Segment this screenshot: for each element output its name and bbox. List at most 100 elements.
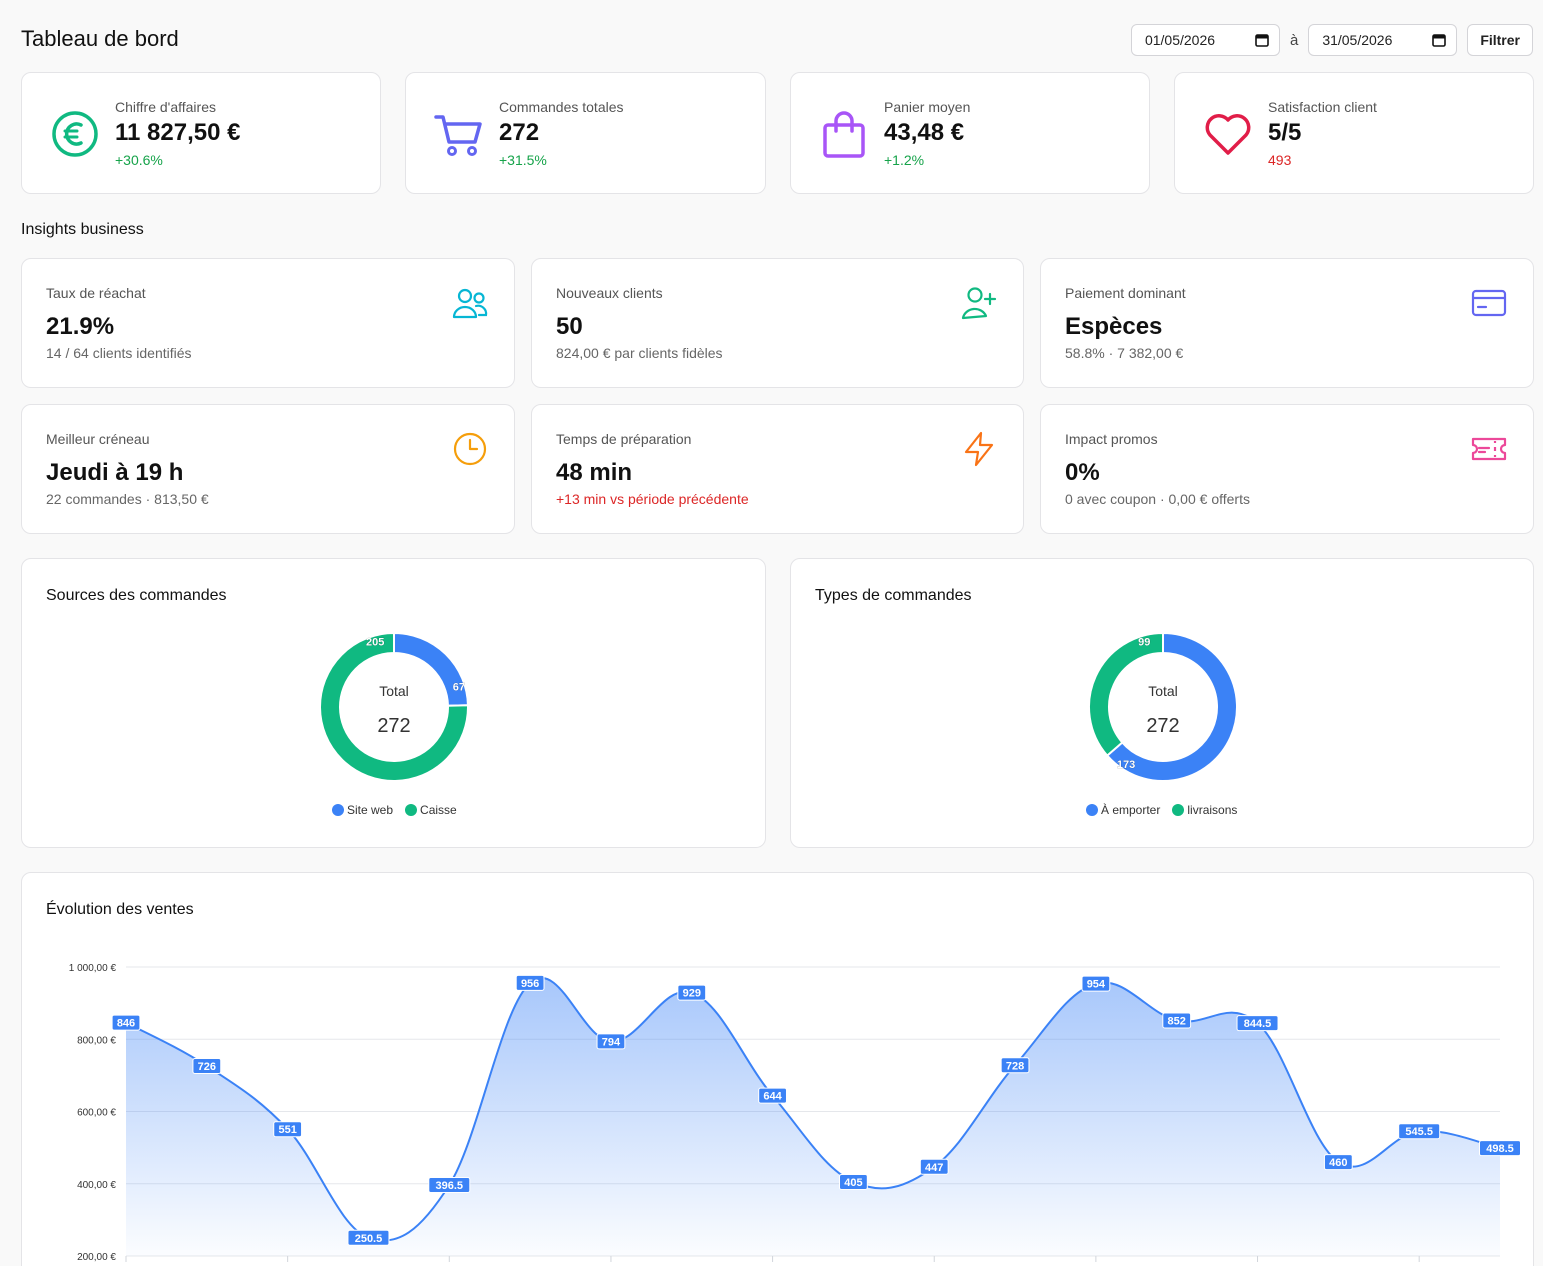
date-from-value: 01/05/2026 <box>1144 32 1216 48</box>
data-label-bg <box>758 1087 787 1104</box>
donut-center-label: Total <box>1148 683 1178 699</box>
legend-swatch <box>1086 804 1098 816</box>
data-label-text: 545.5 <box>1405 1126 1433 1138</box>
data-label-text: 852 <box>1168 1015 1186 1027</box>
data-label: 852 <box>1162 1012 1192 1029</box>
insight-value: 21.9% <box>46 313 115 340</box>
donut-slice[interactable] <box>1088 631 1164 757</box>
data-label: 405 <box>839 1173 868 1190</box>
donut-slice[interactable] <box>319 631 469 782</box>
insight-sub: 824,00 € par clients fidèles <box>556 345 723 361</box>
date-separator: à <box>1289 31 1299 49</box>
insight-value: 50 <box>556 313 583 340</box>
insight-card-repurchase: Taux de réachat 21.9% 14 / 64 clients id… <box>21 258 515 388</box>
kpi-label: Chiffre d'affaires <box>115 99 216 115</box>
slice-value-label: 99 <box>1138 637 1150 649</box>
insight-card-prep-time: Temps de préparation 48 min +13 min vs p… <box>531 404 1024 534</box>
date-to-input[interactable]: 31/05/2026 <box>1308 24 1458 56</box>
data-label-text: 460 <box>1329 1157 1347 1169</box>
data-label-bg <box>1000 1057 1030 1074</box>
calendar-icon[interactable] <box>1255 33 1269 47</box>
area-fill <box>126 977 1500 1256</box>
lightning-icon <box>964 431 994 467</box>
kpi-value: 11 827,50 € <box>115 119 241 146</box>
data-label: 460 <box>1323 1154 1353 1171</box>
y-tick-label: 600,00 € <box>77 1108 116 1119</box>
euro-icon <box>52 111 98 157</box>
data-label-text: 728 <box>1006 1060 1024 1072</box>
legend-label: livraisons <box>1187 803 1238 817</box>
users-icon <box>452 288 488 319</box>
kpi-card-basket: Panier moyen 43,48 € +1.2% <box>790 72 1150 194</box>
date-from-input[interactable]: 01/05/2026 <box>1130 24 1280 56</box>
data-label-bg <box>677 984 707 1001</box>
data-label-bg <box>192 1057 222 1074</box>
data-label-bg <box>1479 1140 1521 1157</box>
data-label-text: 250.5 <box>355 1233 383 1245</box>
insight-label: Taux de réachat <box>46 285 146 301</box>
slice-value-label: 67 <box>453 682 465 694</box>
insight-label: Temps de préparation <box>556 431 692 447</box>
data-label-bg <box>111 1014 141 1031</box>
date-to-value: 31/05/2026 <box>1322 32 1393 48</box>
kpi-change: 493 <box>1268 152 1292 168</box>
data-label-text: 844.5 <box>1244 1018 1272 1030</box>
donut-center-value: 272 <box>1146 715 1179 737</box>
credit-card-icon <box>1471 289 1507 317</box>
donut-panel-sources: Sources des commandes 67 205 Total 272 Site… <box>21 558 766 848</box>
kpi-change: +31.5% <box>499 152 547 168</box>
data-label-bg <box>919 1158 949 1175</box>
sales-line-chart: 1 000,00 € 800,00 € 600,00 € 400,00 € 200,00… <box>69 963 1521 1263</box>
legend-swatch <box>1172 804 1185 816</box>
data-label-bg <box>347 1229 390 1246</box>
insight-sub: 14 / 64 clients identifiés <box>46 345 192 361</box>
kpi-value: 272 <box>499 119 540 146</box>
data-label-bg <box>1236 1015 1279 1032</box>
data-label-text: 447 <box>925 1162 943 1174</box>
y-tick-label: 400,00 € <box>77 1180 116 1191</box>
insight-value: Espèces <box>1065 313 1163 340</box>
legend-item[interactable]: À emporter <box>1086 803 1160 817</box>
insight-value: Jeudi à 19 h <box>46 459 184 486</box>
data-label: 956 <box>515 974 545 991</box>
data-label: 846 <box>111 1014 141 1031</box>
data-label-bg <box>1081 975 1111 992</box>
insight-label: Meilleur créneau <box>46 431 150 447</box>
data-label-bg <box>1323 1154 1353 1171</box>
insight-sub: 22 commandes · 813,50 € <box>46 491 209 507</box>
data-label: 545.5 <box>1398 1123 1441 1140</box>
kpi-card-revenue: Chiffre d'affaires 11 827,50 € +30.6% <box>21 72 381 194</box>
kpi-change: +1.2% <box>884 152 925 168</box>
data-label: 250.5 <box>347 1229 390 1246</box>
data-label: 929 <box>677 984 707 1001</box>
insight-value: 48 min <box>556 459 633 486</box>
data-label-bg <box>1398 1123 1441 1140</box>
data-label-bg <box>515 974 545 991</box>
legend-item[interactable]: Site web <box>332 803 393 817</box>
data-label-bg <box>839 1173 868 1190</box>
data-label: 551 <box>273 1121 303 1138</box>
legend-item[interactable]: Caisse <box>405 803 457 817</box>
legend-item[interactable]: livraisons <box>1172 803 1237 817</box>
donut-slice[interactable] <box>1105 631 1238 782</box>
chart-legend: Site web Caisse <box>332 803 457 817</box>
y-tick-label: 1 000,00 € <box>69 963 117 974</box>
calendar-icon[interactable] <box>1432 33 1447 47</box>
shopping-bag-icon <box>823 111 865 158</box>
insight-card-promos: Impact promos 0% 0 avec coupon · 0,00 € … <box>1040 404 1534 534</box>
data-label-text: 498.5 <box>1486 1143 1514 1155</box>
data-label-text: 644 <box>763 1091 782 1103</box>
filter-button[interactable]: Filtrer <box>1467 24 1533 56</box>
sales-panel: Évolution des ventes 1 000,00 € 800,00 € 6… <box>21 872 1534 1266</box>
cart-icon <box>434 115 482 156</box>
legend-label: Caisse <box>420 803 457 817</box>
data-label-text: 405 <box>844 1177 862 1189</box>
legend-swatch <box>405 804 418 816</box>
data-label: 498.5 <box>1479 1140 1521 1157</box>
legend-label: Site web <box>347 803 394 817</box>
data-label-bg <box>428 1177 471 1194</box>
data-label: 794 <box>596 1033 626 1050</box>
slice-value-label: 173 <box>1117 759 1135 771</box>
kpi-change: +30.6% <box>115 152 163 168</box>
insight-card-best-slot: Meilleur créneau Jeudi à 19 h 22 command… <box>21 404 515 534</box>
